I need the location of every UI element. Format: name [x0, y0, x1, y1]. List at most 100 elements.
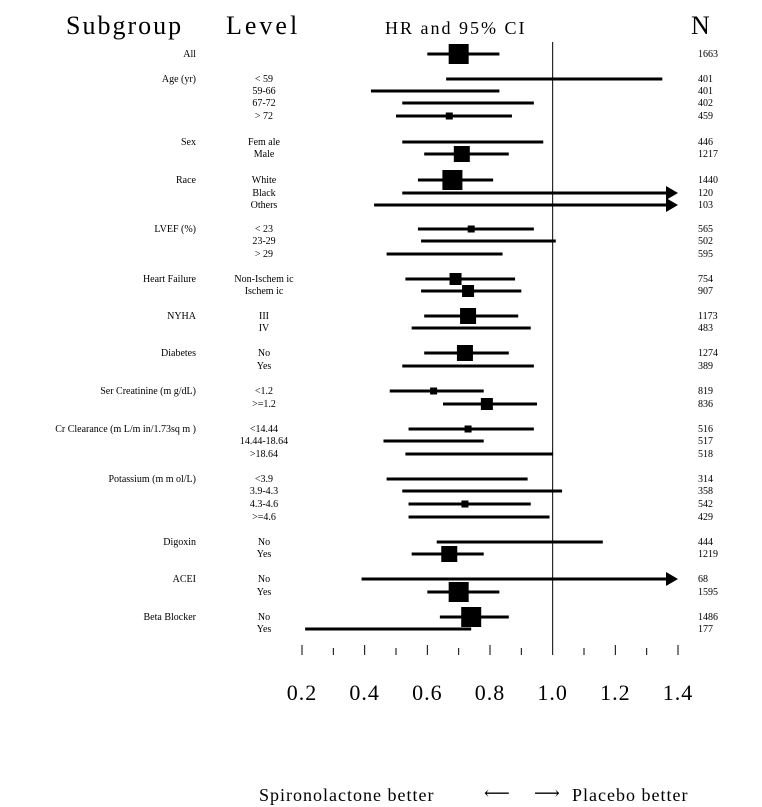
n-value: 1173	[698, 311, 718, 322]
n-value: 401	[698, 86, 713, 97]
ci-arrowhead	[666, 198, 678, 212]
level-label: White	[252, 175, 277, 186]
point-estimate-box	[449, 273, 462, 285]
n-value: 314	[698, 474, 713, 485]
x-tick-label: 0.6	[412, 680, 443, 705]
point-estimate-box	[448, 582, 469, 602]
level-label: >=1.2	[252, 399, 276, 410]
forest-rows: All 1663 Age (yr) < 59 401 59-66 401 67-72 402 > …	[55, 42, 718, 645]
x-tick-label: 0.2	[287, 680, 318, 705]
level-label: IV	[259, 323, 270, 334]
level-label: Fem ale	[248, 137, 280, 148]
point-estimate-box	[460, 308, 477, 324]
level-header: Level	[226, 11, 300, 40]
point-estimate-box	[448, 44, 469, 64]
footer-right-label: Placebo better	[572, 785, 688, 805]
point-estimate-box	[453, 146, 470, 162]
n-value: 402	[698, 98, 713, 109]
level-label: No	[258, 348, 270, 359]
level-label: < 23	[255, 224, 273, 235]
n-value: 1219	[698, 549, 718, 560]
n-value: 1486	[698, 612, 718, 623]
subgroup-header: Subgroup	[66, 11, 183, 40]
point-estimate-box	[462, 285, 475, 297]
level-label: Others	[251, 200, 278, 211]
level-label: > 72	[255, 111, 273, 122]
ci-arrowhead	[666, 186, 678, 200]
n-header: N	[691, 11, 710, 40]
n-value: 819	[698, 386, 713, 397]
point-estimate-box	[480, 398, 493, 410]
subgroup-label: Race	[176, 175, 197, 186]
subgroup-label: Diabetes	[161, 348, 196, 359]
n-value: 1217	[698, 149, 718, 160]
level-label: III	[259, 311, 269, 322]
level-label: No	[258, 574, 270, 585]
level-label: < 59	[255, 74, 273, 85]
subgroup-label: Sex	[181, 137, 196, 148]
x-tick-label: 1.2	[600, 680, 631, 705]
footer-left-label: Spironolactone better	[259, 785, 434, 805]
n-value: 459	[698, 111, 713, 122]
x-tick-label: 0.4	[349, 680, 380, 705]
n-value: 483	[698, 323, 713, 334]
level-label: Yes	[257, 624, 272, 635]
ci-arrowhead	[666, 572, 678, 586]
level-label: 59-66	[252, 86, 275, 97]
n-value: 1440	[698, 175, 718, 186]
point-estimate-box	[461, 500, 469, 508]
level-label: Yes	[257, 549, 272, 560]
n-value: 429	[698, 512, 713, 523]
point-estimate-box	[442, 170, 463, 190]
n-value: 120	[698, 188, 713, 199]
n-value: 401	[698, 74, 713, 85]
n-value: 389	[698, 361, 713, 372]
point-estimate-box	[467, 225, 475, 233]
level-label: Yes	[257, 361, 272, 372]
x-tick-label: 0.8	[475, 680, 506, 705]
subgroup-label: Heart Failure	[143, 274, 197, 285]
level-label: Non-Ischem ic	[234, 274, 294, 285]
x-tick-label: 1.0	[537, 680, 568, 705]
n-value: 542	[698, 499, 713, 510]
n-value: 754	[698, 274, 713, 285]
level-label: <3.9	[255, 474, 273, 485]
level-label: 23-29	[252, 236, 275, 247]
hr-header: HR and 95% CI	[385, 18, 527, 38]
subgroup-label: ACEI	[173, 574, 196, 585]
footer-left-arrow: ⟵	[484, 783, 511, 803]
subgroup-label: LVEF (%)	[154, 224, 196, 235]
x-axis: 0.2 0.4 0.6 0.8 1.0 1.2 1.4	[287, 645, 692, 705]
level-label: Black	[252, 188, 275, 199]
level-label: 4.3-4.6	[250, 499, 278, 510]
point-estimate-box	[456, 345, 473, 361]
n-value: 836	[698, 399, 713, 410]
subgroup-label: All	[183, 49, 196, 60]
subgroup-label: Potassium (m m ol/L)	[109, 474, 197, 485]
n-value: 517	[698, 436, 713, 447]
n-value: 518	[698, 449, 713, 460]
level-label: Ischem ic	[245, 286, 284, 297]
point-estimate-box	[464, 425, 472, 433]
point-estimate-box	[430, 387, 438, 395]
level-label: > 29	[255, 249, 273, 260]
subgroup-label: Ser Creatinine (m g/dL)	[100, 386, 196, 397]
n-value: 358	[698, 486, 713, 497]
n-value: 565	[698, 224, 713, 235]
level-label: No	[258, 612, 270, 623]
level-label: Yes	[257, 587, 272, 598]
n-value: 502	[698, 236, 713, 247]
level-label: >=4.6	[252, 512, 276, 523]
level-label: Male	[254, 149, 275, 160]
level-label: >18.64	[250, 449, 278, 460]
level-label: 14.44-18.64	[240, 436, 288, 447]
n-value: 103	[698, 200, 713, 211]
n-value: 1274	[698, 348, 718, 359]
subgroup-label: Age (yr)	[162, 74, 196, 85]
level-label: 67-72	[252, 98, 275, 109]
footer-right-arrow: ⟶	[534, 783, 561, 803]
point-estimate-box	[461, 607, 482, 627]
level-label: 3.9-4.3	[250, 486, 278, 497]
n-value: 907	[698, 286, 713, 297]
